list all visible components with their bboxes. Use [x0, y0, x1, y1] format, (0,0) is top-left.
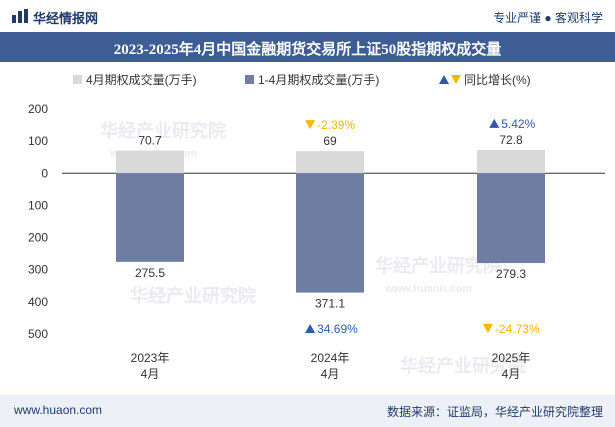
growth-label-cumulative: -24.73%	[495, 322, 540, 336]
title-bar: 2023-2025年4月中国金融期货交易所上证50股指期权成交量	[0, 32, 615, 62]
chart-title: 2023-2025年4月中国金融期货交易所上证50股指期权成交量	[113, 42, 502, 58]
bar-cumulative	[296, 173, 364, 293]
y-tick-label: 500	[28, 327, 48, 341]
legend-down-triangle-icon	[451, 75, 461, 84]
x-tick-label-year: 2024年	[311, 351, 350, 365]
growth-up-triangle-icon	[305, 324, 316, 333]
footer-source: 数据来源：证监局，华经产业研究院整理	[386, 405, 603, 419]
top-bar: 华经情报网 专业严谨 ● 客观科学	[0, 0, 615, 32]
legend: 4月期权成交量(万手) 1-4月期权成交量(万手) 同比增长(%)	[73, 72, 531, 87]
y-axis: 200 100 0 100 200 300 400 500	[28, 102, 48, 341]
value-label-monthly: 70.7	[138, 134, 162, 148]
growth-label-monthly: -2.39%	[317, 118, 355, 132]
bars	[116, 149, 545, 293]
bar-cumulative	[116, 173, 184, 262]
legend-label-cumulative: 1-4月期权成交量(万手)	[258, 72, 379, 87]
y-tick-label: 0	[41, 166, 48, 180]
logo-text: 华经情报网	[33, 11, 99, 26]
legend-label-monthly: 4月期权成交量(万手)	[86, 72, 197, 87]
growth-down-triangle-icon	[482, 324, 493, 333]
x-tick-label-month: 4月	[321, 367, 340, 381]
y-tick-label: 400	[28, 295, 48, 309]
y-tick-label: 300	[28, 263, 48, 277]
growth-up-triangle-icon	[489, 118, 500, 128]
x-tick-label-month: 4月	[502, 367, 521, 381]
bar-monthly	[296, 151, 364, 174]
watermark-url: www.huaon.com	[384, 283, 472, 295]
value-label-monthly: 69	[323, 134, 337, 148]
legend-swatch-monthly	[73, 75, 82, 84]
value-label-cumulative: 275.5	[135, 266, 165, 280]
bar-monthly	[477, 149, 545, 174]
tagline: 专业严谨 ● 客观科学	[493, 11, 603, 25]
chart: 华经产业研究院 www.huaon.com 华经产业研究院 www.huaon.…	[28, 72, 605, 381]
bar-cumulative	[477, 173, 545, 264]
x-tick-label-month: 4月	[141, 367, 160, 381]
bar-monthly	[116, 150, 184, 174]
legend-swatch-cumulative	[245, 75, 254, 84]
x-tick-label-year: 2025年	[492, 351, 531, 365]
logo-icon	[12, 9, 28, 23]
watermark-text: 华经产业研究院	[100, 120, 226, 141]
data-labels: 70.7 275.5 69 371.1 -2.39% 34.69% 72.8 279.3 5.4…	[135, 117, 540, 336]
watermark-text: 华经产业研究院	[400, 355, 526, 376]
legend-label-growth: 同比增长(%)	[464, 73, 531, 87]
growth-label-cumulative: 34.69%	[317, 322, 358, 336]
value-label-cumulative: 279.3	[496, 267, 526, 281]
watermark-text: 华经产业研究院	[375, 255, 501, 276]
y-tick-label: 100	[28, 134, 48, 148]
y-tick-label: 200	[28, 102, 48, 116]
x-tick-label-year: 2023年	[131, 351, 170, 365]
growth-label-monthly: 5.42%	[501, 117, 535, 131]
value-label-monthly: 72.8	[499, 133, 523, 147]
legend-up-triangle-icon	[439, 75, 449, 84]
x-axis: 2023年 4月 2024年 4月 2025年 4月	[131, 351, 531, 381]
footer: www.huaon.com 数据来源：证监局，华经产业研究院整理	[0, 395, 615, 427]
value-label-cumulative: 371.1	[315, 297, 345, 311]
growth-down-triangle-icon	[305, 120, 316, 130]
footer-website: www.huaon.com	[14, 403, 103, 417]
watermark-text: 华经产业研究院	[130, 285, 256, 306]
y-tick-label: 100	[28, 198, 48, 212]
y-tick-label: 200	[28, 231, 48, 245]
